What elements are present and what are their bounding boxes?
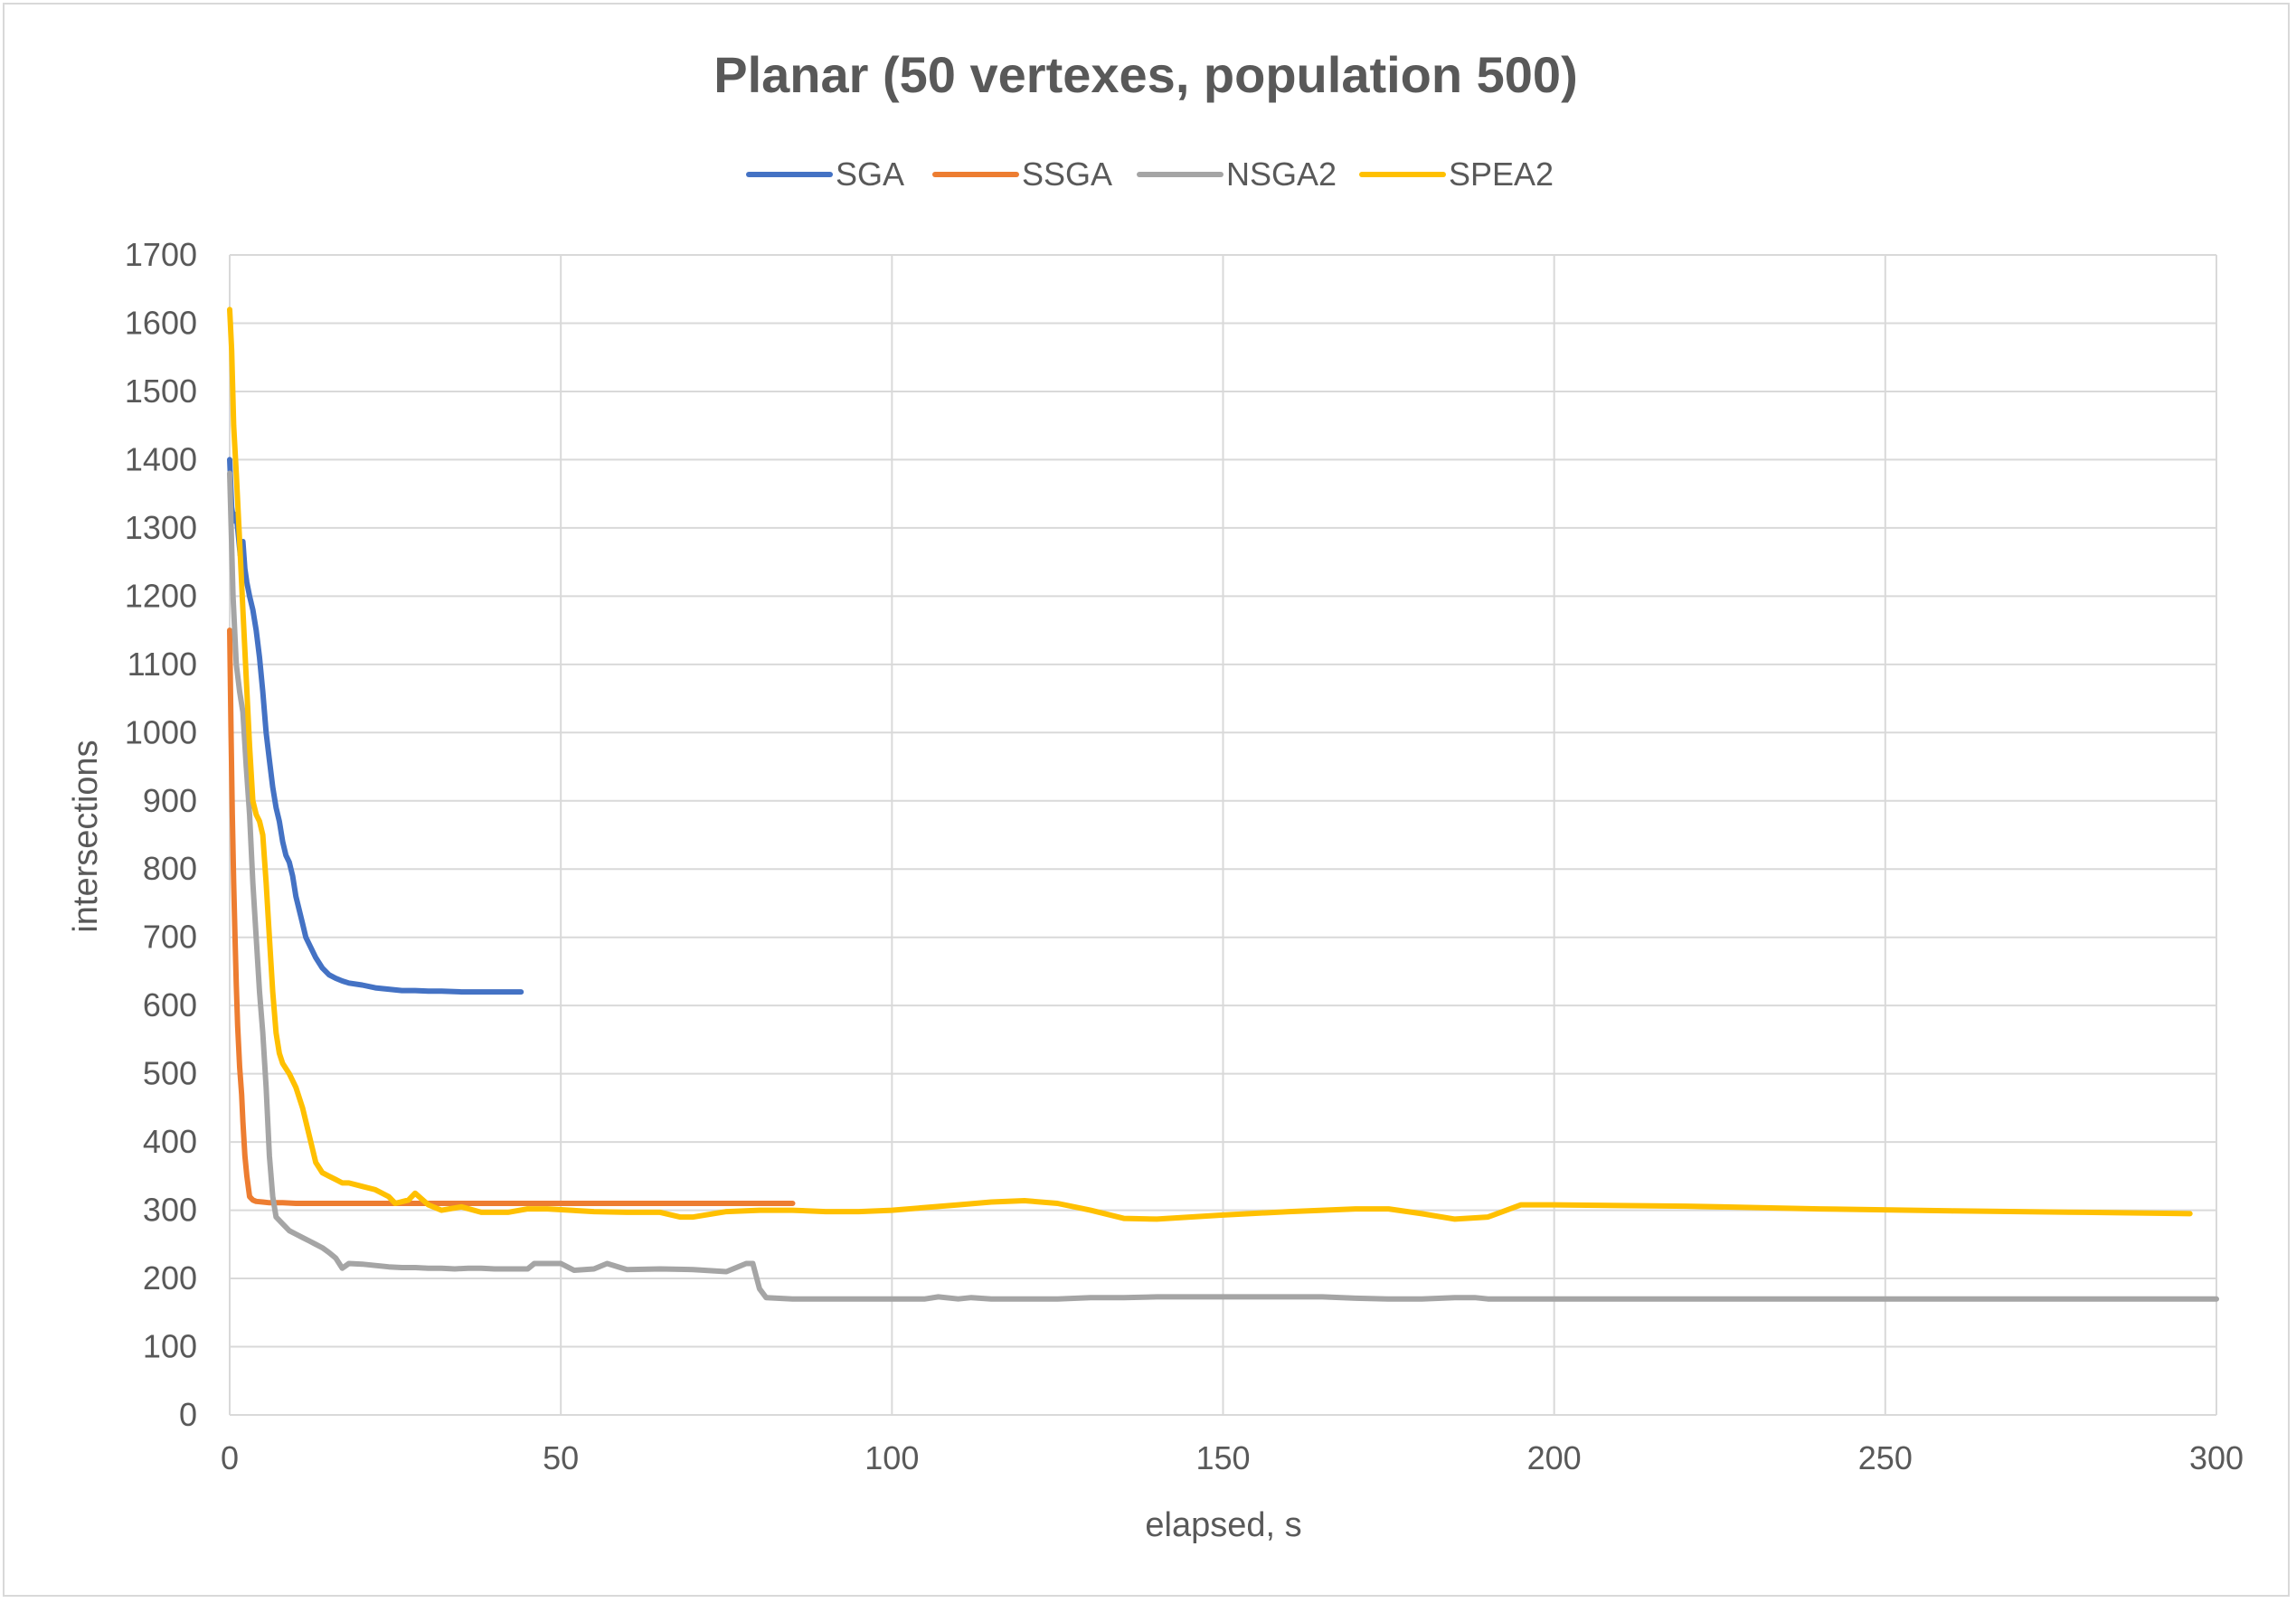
y-tick-label: 100 [143, 1328, 197, 1365]
x-tick-label: 200 [1527, 1439, 1582, 1476]
y-tick-label: 1400 [125, 440, 197, 477]
y-tick-label: 800 [143, 850, 197, 887]
y-tick-label: 1500 [125, 372, 197, 410]
y-tick-label: 1600 [125, 304, 197, 341]
y-tick-label: 700 [143, 919, 197, 956]
x-tick-label: 150 [1195, 1439, 1250, 1476]
y-axis-ticks: 0 100 200 300 400 500 600 700 800 900 1000 1100 1200… [125, 236, 197, 1433]
legend-label-nsga2: NSGA2 [1226, 156, 1337, 193]
y-tick-label: 300 [143, 1192, 197, 1229]
x-tick-label: 250 [1858, 1439, 1913, 1476]
y-tick-label: 1000 [125, 713, 197, 750]
y-tick-label: 1700 [125, 236, 197, 273]
y-tick-label: 1100 [128, 646, 197, 683]
y-tick-label: 200 [143, 1259, 197, 1297]
y-axis-label: intersections [67, 740, 105, 932]
line-chart: Planar (50 vertexes, population 500) SGA… [67, 46, 2244, 1544]
gridlines [229, 254, 2217, 1416]
y-tick-label: 1300 [125, 509, 197, 546]
y-tick-label: 500 [143, 1055, 197, 1092]
y-tick-label: 400 [143, 1123, 197, 1160]
y-tick-label: 600 [143, 986, 197, 1023]
series-layer [227, 306, 2219, 1302]
series-line-sga [227, 457, 524, 995]
x-tick-label: 0 [221, 1439, 239, 1476]
legend-label-spea2: SPEA2 [1449, 156, 1554, 193]
x-axis-label: elapsed, s [1145, 1506, 1301, 1544]
series-line-nsga2 [227, 470, 2219, 1302]
x-tick-label: 300 [2189, 1439, 2244, 1476]
x-tick-label: 50 [543, 1439, 579, 1476]
x-tick-label: 100 [865, 1439, 919, 1476]
chart-frame: Planar (50 vertexes, population 500) SGA… [3, 3, 2290, 1597]
legend-label-sga: SGA [836, 156, 904, 193]
x-axis-ticks: 0 50 100 150 200 250 300 [221, 1439, 2244, 1476]
chart-title: Planar (50 vertexes, population 500) [713, 46, 1577, 103]
y-tick-label: 900 [143, 782, 197, 819]
series-line-ssga [227, 627, 796, 1206]
series-line-spea2 [227, 306, 2193, 1222]
y-tick-label: 1200 [125, 577, 197, 614]
legend: SGA SSGA NSGA2 SPEA2 [746, 156, 1554, 193]
legend-label-ssga: SSGA [1022, 156, 1112, 193]
y-tick-label: 0 [179, 1396, 197, 1433]
